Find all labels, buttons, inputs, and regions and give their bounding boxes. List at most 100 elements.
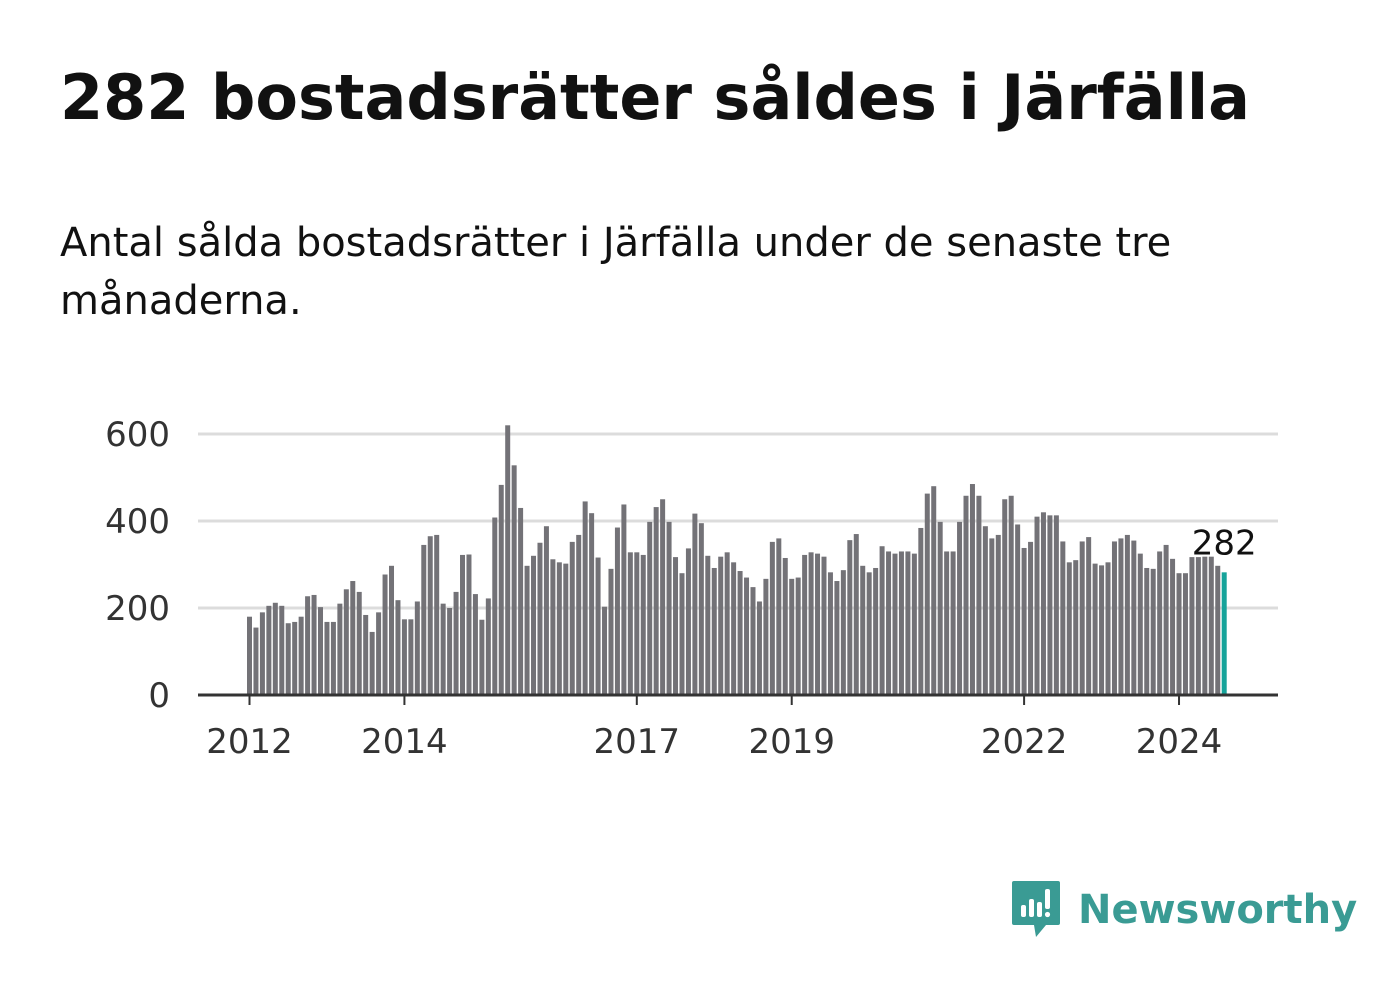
bar xyxy=(1047,515,1053,695)
bar xyxy=(582,501,588,695)
bar xyxy=(724,552,730,695)
bar xyxy=(259,612,265,695)
bar xyxy=(705,555,711,695)
bar xyxy=(1131,540,1137,695)
bar xyxy=(401,619,407,695)
bar xyxy=(944,551,950,695)
bar xyxy=(879,546,885,695)
bar xyxy=(414,601,420,695)
bar xyxy=(537,542,543,695)
last-value-label: 282 xyxy=(1192,523,1257,563)
bar xyxy=(563,563,569,695)
bar xyxy=(827,572,833,695)
bar xyxy=(750,587,756,695)
bar xyxy=(1189,557,1195,695)
bar xyxy=(595,557,601,695)
bar xyxy=(802,554,808,695)
bar xyxy=(769,541,775,695)
bar xyxy=(485,598,491,695)
newsworthy-brand[interactable]: Newsworthy xyxy=(1010,878,1357,942)
bar xyxy=(602,606,608,695)
bar xyxy=(492,517,498,695)
bar xyxy=(634,552,640,695)
bar xyxy=(653,507,659,695)
bar xyxy=(253,627,259,695)
bar xyxy=(1073,560,1079,695)
bar xyxy=(1170,558,1176,695)
bar xyxy=(421,544,427,695)
bar xyxy=(1092,563,1098,695)
bar xyxy=(608,568,614,695)
bar xyxy=(995,534,1001,695)
bar xyxy=(1040,512,1046,695)
x-axis: 2012 2014 2017 2019 2022 2024 xyxy=(198,693,1278,762)
bar xyxy=(744,577,750,695)
bar xyxy=(330,621,336,695)
bar xyxy=(731,562,737,695)
bar xyxy=(1215,565,1221,695)
bar xyxy=(711,567,717,695)
bar xyxy=(427,536,433,695)
bar xyxy=(763,578,769,695)
bar xyxy=(756,601,762,695)
bar xyxy=(550,559,556,695)
bar xyxy=(1086,537,1092,695)
bar xyxy=(363,614,369,695)
bar xyxy=(905,551,911,695)
bar xyxy=(647,521,653,695)
bar xyxy=(1176,573,1182,695)
bar xyxy=(898,551,904,695)
bar xyxy=(466,554,472,695)
bar xyxy=(834,581,840,695)
bar xyxy=(1028,541,1034,695)
x-tick-label: 2022 xyxy=(981,722,1068,762)
bar xyxy=(840,570,846,695)
bar xyxy=(847,540,853,695)
bar xyxy=(963,495,969,695)
bar xyxy=(1208,556,1214,695)
bar xyxy=(311,594,317,695)
bar xyxy=(1066,562,1072,695)
bar xyxy=(472,594,478,695)
chart-subtitle: Antal sålda bostadsrätter i Järfälla und… xyxy=(60,220,1172,324)
bar xyxy=(408,619,414,695)
bar xyxy=(1021,547,1027,695)
bar xyxy=(873,567,879,695)
bar xyxy=(640,554,646,695)
bar xyxy=(589,513,595,695)
bar xyxy=(621,504,627,695)
bar xyxy=(337,603,343,695)
bar xyxy=(950,551,956,695)
bar xyxy=(1144,567,1150,695)
bar xyxy=(1124,534,1130,695)
bar xyxy=(1060,541,1066,695)
bar xyxy=(531,555,537,695)
bar xyxy=(511,465,517,695)
bar xyxy=(1150,568,1156,695)
bar xyxy=(937,521,943,695)
bar xyxy=(666,521,672,695)
bar xyxy=(447,608,453,695)
bar xyxy=(524,565,530,695)
bar xyxy=(1099,565,1105,695)
bar xyxy=(543,526,549,695)
bar xyxy=(1105,562,1111,695)
bar xyxy=(279,605,285,695)
bar xyxy=(1137,553,1143,695)
bar xyxy=(815,553,821,695)
bar xyxy=(1079,541,1085,695)
x-tick-label: 2017 xyxy=(594,722,681,762)
bar xyxy=(1008,495,1014,695)
bar xyxy=(343,589,349,695)
bar xyxy=(1034,516,1040,695)
bar xyxy=(782,557,788,695)
bar xyxy=(789,578,795,695)
bar xyxy=(266,605,272,695)
brand-name: Newsworthy xyxy=(1078,887,1358,933)
bar xyxy=(350,581,356,695)
bar xyxy=(453,591,459,695)
bar xyxy=(505,425,511,695)
bar xyxy=(285,623,291,695)
y-axis: 0 200 400 600 xyxy=(105,415,170,716)
bar xyxy=(918,527,924,695)
